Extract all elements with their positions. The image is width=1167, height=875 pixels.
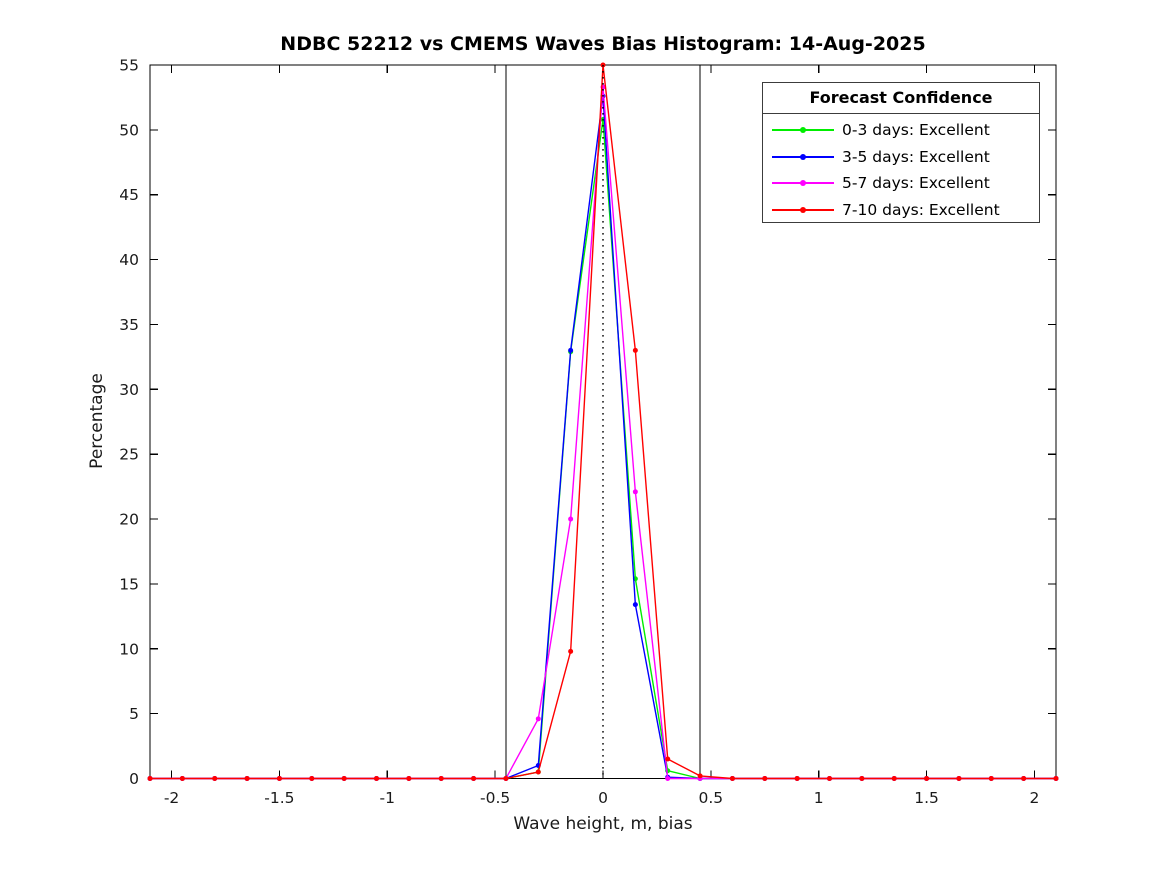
x-tick-label: -1.5 bbox=[264, 789, 294, 807]
data-point-marker bbox=[471, 776, 477, 781]
legend-marker-3-5-days bbox=[772, 153, 834, 161]
y-tick-label: 5 bbox=[129, 705, 139, 723]
data-point-marker bbox=[244, 776, 250, 781]
data-point-marker bbox=[859, 776, 865, 781]
legend-item-label: 5-7 days: Excellent bbox=[842, 174, 990, 193]
y-tick-label: 0 bbox=[129, 770, 139, 788]
x-tick-label: 2 bbox=[1029, 789, 1039, 807]
legend-item: 0-3 days: Excellent bbox=[763, 117, 1039, 144]
y-tick-label: 20 bbox=[119, 511, 139, 529]
data-point-marker bbox=[535, 716, 541, 722]
data-point-marker bbox=[1053, 776, 1059, 781]
data-point-marker bbox=[438, 776, 444, 781]
data-point-marker bbox=[632, 602, 638, 608]
x-tick-label: 0 bbox=[598, 789, 608, 807]
data-point-marker bbox=[665, 756, 671, 762]
legend-title: Forecast Confidence bbox=[763, 83, 1039, 114]
legend-marker-5-7-days bbox=[772, 179, 834, 187]
legend: Forecast Confidence 0-3 days: Excellent … bbox=[762, 82, 1040, 223]
y-tick-label: 40 bbox=[119, 251, 139, 269]
legend-item-label: 7-10 days: Excellent bbox=[842, 200, 1000, 219]
data-point-marker bbox=[212, 776, 218, 781]
data-point-marker bbox=[309, 776, 315, 781]
y-tick-label: 35 bbox=[119, 316, 139, 334]
data-point-marker bbox=[503, 776, 509, 781]
data-point-marker bbox=[147, 776, 153, 781]
data-point-marker bbox=[276, 776, 282, 781]
legend-marker-0-3-days bbox=[772, 126, 834, 134]
legend-marker-7-10-days bbox=[772, 206, 834, 214]
data-point-marker bbox=[632, 347, 638, 353]
y-tick-label: 10 bbox=[119, 640, 139, 658]
data-point-marker bbox=[374, 776, 379, 781]
data-point-marker bbox=[179, 776, 185, 781]
legend-item-label: 3-5 days: Excellent bbox=[842, 147, 990, 166]
legend-item: 3-5 days: Excellent bbox=[763, 144, 1039, 171]
legend-item-label: 0-3 days: Excellent bbox=[842, 121, 990, 140]
y-axis-label: Percentage bbox=[87, 373, 107, 469]
data-point-marker bbox=[762, 776, 768, 781]
data-point-marker bbox=[1021, 776, 1027, 781]
data-point-marker bbox=[341, 776, 347, 781]
data-point-marker bbox=[891, 776, 897, 781]
data-point-marker bbox=[794, 776, 800, 781]
y-tick-label: 50 bbox=[119, 121, 139, 139]
legend-item: 5-7 days: Excellent bbox=[763, 170, 1039, 197]
x-tick-label: -0.5 bbox=[480, 789, 510, 807]
data-point-marker bbox=[827, 776, 832, 781]
x-tick-label: 1 bbox=[814, 789, 824, 807]
legend-item: 7-10 days: Excellent bbox=[763, 197, 1039, 224]
chart-title: NDBC 52212 vs CMEMS Waves Bias Histogram… bbox=[280, 33, 926, 55]
y-tick-label: 55 bbox=[119, 57, 139, 75]
data-point-marker bbox=[988, 776, 994, 781]
data-point-marker bbox=[535, 769, 541, 775]
data-point-marker bbox=[406, 776, 412, 781]
data-point-marker bbox=[632, 489, 638, 495]
data-point-marker bbox=[665, 776, 671, 781]
y-tick-label: 45 bbox=[119, 186, 139, 204]
legend-items: 0-3 days: Excellent 3-5 days: Excellent … bbox=[763, 114, 1039, 223]
y-tick-label: 15 bbox=[119, 575, 139, 593]
y-tick-label: 25 bbox=[119, 446, 139, 464]
x-tick-label: -1 bbox=[380, 789, 395, 807]
data-point-marker bbox=[924, 776, 930, 781]
data-point-marker bbox=[568, 347, 574, 353]
data-point-marker bbox=[697, 773, 703, 779]
data-point-marker bbox=[729, 776, 735, 781]
x-tick-label: -2 bbox=[164, 789, 179, 807]
data-point-marker bbox=[956, 776, 962, 781]
data-point-marker bbox=[568, 648, 574, 654]
data-point-marker bbox=[568, 516, 574, 522]
x-axis-label: Wave height, m, bias bbox=[513, 814, 693, 834]
x-tick-label: 1.5 bbox=[914, 789, 939, 807]
x-tick-label: 0.5 bbox=[699, 789, 724, 807]
y-tick-label: 30 bbox=[119, 381, 139, 399]
